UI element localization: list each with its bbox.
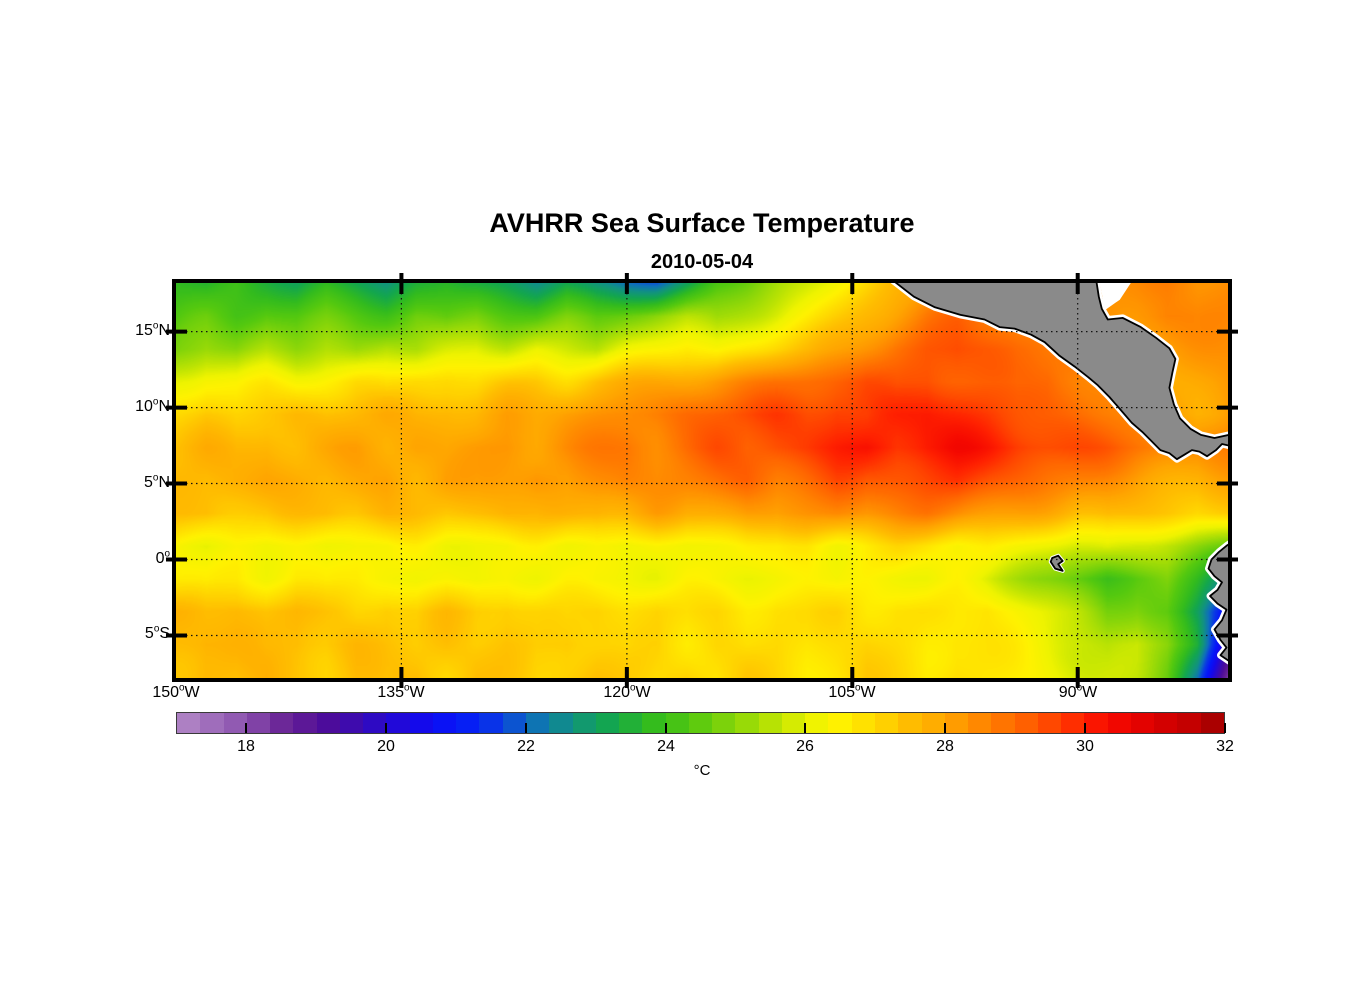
grid-lines	[176, 283, 1228, 678]
colorbar-tick	[804, 723, 806, 733]
land-central-america	[894, 283, 1228, 461]
colorbar-segment	[805, 713, 829, 733]
colorbar-tick-label: 32	[1216, 738, 1234, 755]
colorbar-segment	[921, 713, 945, 733]
colorbar-segment	[549, 713, 573, 733]
colorbar-segment	[223, 713, 247, 733]
colorbar-tick	[245, 723, 247, 733]
land-galapagos	[1049, 554, 1064, 572]
colorbar-segment	[665, 713, 689, 733]
colorbar-segment	[246, 713, 271, 733]
colorbar-segment	[1014, 713, 1038, 733]
lat-tick-label: 5oS	[144, 623, 170, 642]
colorbar-segment	[758, 713, 782, 733]
nodata-patch	[1099, 283, 1131, 311]
colorbar-segment	[712, 713, 736, 733]
colorbar-segment	[642, 713, 666, 733]
lon-tick-label: 90oW	[1058, 682, 1098, 701]
colorbar-tick-label: 18	[237, 738, 255, 755]
colorbar-tick-label: 26	[796, 738, 814, 755]
colorbar-segment	[595, 713, 620, 733]
colorbar-segment	[316, 713, 340, 733]
colorbar-tick-label: 22	[517, 738, 535, 755]
axis-ticks	[166, 273, 1238, 688]
plot-title: AVHRR Sea Surface Temperature	[489, 208, 915, 238]
colorbar-segment	[409, 713, 433, 733]
colorbar-unit-label: °C	[693, 762, 711, 779]
colorbar-segment	[432, 713, 457, 733]
colorbar-segment	[619, 713, 643, 733]
lat-tick-label: 0o	[155, 548, 170, 567]
colorbar-segment	[363, 713, 387, 733]
map-overlay-svg	[166, 273, 1238, 688]
lon-tick-label: 105oW	[828, 682, 876, 701]
colorbar-segment	[270, 713, 294, 733]
colorbar-segment	[1061, 713, 1085, 733]
colorbar-segment	[339, 713, 364, 733]
colorbar-segment	[828, 713, 852, 733]
colorbar-segment	[898, 713, 922, 733]
colorbar-segment	[1154, 713, 1178, 733]
lat-tick-label: 5oN	[144, 472, 170, 491]
colorbar-segment	[991, 713, 1015, 733]
colorbar-segment	[1130, 713, 1155, 733]
map-plot	[166, 273, 1238, 688]
colorbar-segment	[1084, 713, 1108, 733]
colorbar-tick-label: 30	[1076, 738, 1094, 755]
colorbar-segment	[781, 713, 806, 733]
colorbar-segment	[944, 713, 969, 733]
colorbar-tick	[1224, 723, 1226, 733]
colorbar-segment	[968, 713, 992, 733]
colorbar-segment	[525, 713, 550, 733]
colorbar-segment	[177, 713, 201, 733]
lon-tick-label: 135oW	[377, 682, 425, 701]
colorbar-segment	[456, 713, 480, 733]
colorbar-segment	[386, 713, 410, 733]
lat-tick-label: 10oN	[135, 396, 170, 415]
colorbar-segment	[479, 713, 503, 733]
colorbar-segment	[1037, 713, 1062, 733]
colorbar-segment	[688, 713, 713, 733]
plot-date: 2010-05-04	[650, 251, 754, 273]
colorbar-segment	[200, 713, 224, 733]
colorbar-segment	[293, 713, 317, 733]
colorbar-tick-label: 20	[377, 738, 395, 755]
colorbar-segment	[502, 713, 526, 733]
lon-tick-label: 120oW	[603, 682, 651, 701]
colorbar-tick	[665, 723, 667, 733]
colorbar-segment	[1200, 713, 1224, 733]
colorbar-segment	[1107, 713, 1131, 733]
colorbar	[176, 712, 1225, 734]
colorbar-segment	[1177, 713, 1201, 733]
lon-tick-label: 150oW	[152, 682, 200, 701]
lat-tick-label: 15oN	[135, 320, 170, 339]
colorbar-segment	[735, 713, 759, 733]
colorbar-tick	[525, 723, 527, 733]
colorbar-tick	[944, 723, 946, 733]
colorbar-tick-label: 24	[657, 738, 675, 755]
colorbar-segment	[874, 713, 899, 733]
colorbar-tick	[1084, 723, 1086, 733]
colorbar-tick-label: 28	[936, 738, 954, 755]
colorbar-segment	[572, 713, 596, 733]
colorbar-segment	[851, 713, 875, 733]
colorbar-tick	[385, 723, 387, 733]
land-layer	[890, 283, 1228, 665]
